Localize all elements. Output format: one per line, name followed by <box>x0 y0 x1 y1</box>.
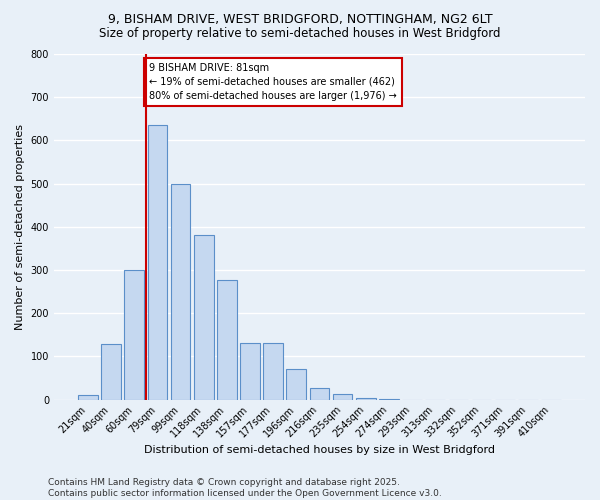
Bar <box>333 394 352 400</box>
Text: Contains HM Land Registry data © Crown copyright and database right 2025.
Contai: Contains HM Land Registry data © Crown c… <box>48 478 442 498</box>
Bar <box>310 388 329 400</box>
Bar <box>356 398 376 400</box>
Bar <box>286 368 306 400</box>
Text: 9, BISHAM DRIVE, WEST BRIDGFORD, NOTTINGHAM, NG2 6LT: 9, BISHAM DRIVE, WEST BRIDGFORD, NOTTING… <box>107 12 493 26</box>
Bar <box>78 396 98 400</box>
Bar <box>148 126 167 400</box>
Bar <box>170 184 190 400</box>
Bar <box>101 344 121 400</box>
Bar <box>217 280 236 400</box>
X-axis label: Distribution of semi-detached houses by size in West Bridgford: Distribution of semi-detached houses by … <box>144 445 495 455</box>
Bar <box>240 344 260 400</box>
Text: 9 BISHAM DRIVE: 81sqm
← 19% of semi-detached houses are smaller (462)
80% of sem: 9 BISHAM DRIVE: 81sqm ← 19% of semi-deta… <box>149 62 397 100</box>
Bar <box>194 236 214 400</box>
Text: Size of property relative to semi-detached houses in West Bridgford: Size of property relative to semi-detach… <box>99 28 501 40</box>
Bar <box>379 399 399 400</box>
Bar <box>124 270 144 400</box>
Y-axis label: Number of semi-detached properties: Number of semi-detached properties <box>15 124 25 330</box>
Bar <box>263 344 283 400</box>
